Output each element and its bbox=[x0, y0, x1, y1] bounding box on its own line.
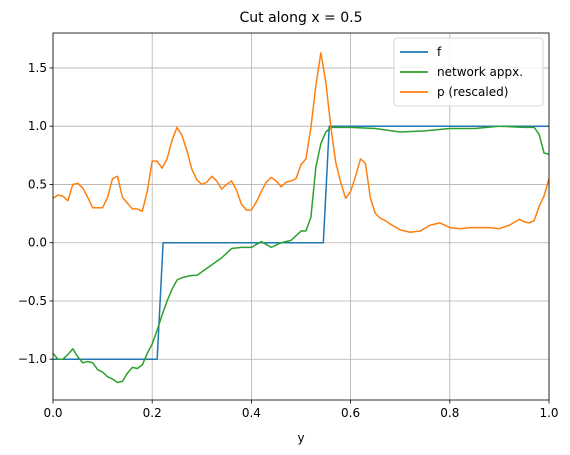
series-line-2 bbox=[53, 52, 549, 233]
legend-label-1: network appx. bbox=[437, 65, 523, 79]
y-tick-label: 1.5 bbox=[28, 61, 47, 75]
x-tick-label: 0.2 bbox=[143, 406, 162, 420]
x-tick-label: 0.6 bbox=[341, 406, 360, 420]
y-tick-label: 1.0 bbox=[28, 119, 47, 133]
legend-label-2: p (rescaled) bbox=[437, 85, 508, 99]
legend-label-0: f bbox=[437, 45, 442, 59]
y-tick-label: −1.0 bbox=[18, 352, 47, 366]
series-line-1 bbox=[53, 125, 549, 384]
plot-area: 0.0 0.2 0.4 0.6 0.8 1.0 −1.0 −0.5 0.0 0.5 1.0 1.5 bbox=[18, 32, 559, 420]
x-tick-label: 0.4 bbox=[242, 406, 261, 420]
plot-frame bbox=[52, 32, 550, 401]
x-tick-label: 0.0 bbox=[43, 406, 62, 420]
y-tick-label: 0.0 bbox=[28, 236, 47, 250]
x-axis-label: y bbox=[297, 431, 304, 445]
x-tick-label: 1.0 bbox=[539, 406, 558, 420]
y-tick-label: −0.5 bbox=[18, 294, 47, 308]
legend: f network appx. p (rescaled) bbox=[393, 37, 544, 107]
chart-title: Cut along x = 0.5 bbox=[239, 10, 362, 26]
series-line-0 bbox=[53, 125, 549, 360]
y-tick-label: 0.5 bbox=[28, 177, 47, 191]
x-tick-label: 0.8 bbox=[440, 406, 459, 420]
legend-box bbox=[393, 37, 544, 107]
